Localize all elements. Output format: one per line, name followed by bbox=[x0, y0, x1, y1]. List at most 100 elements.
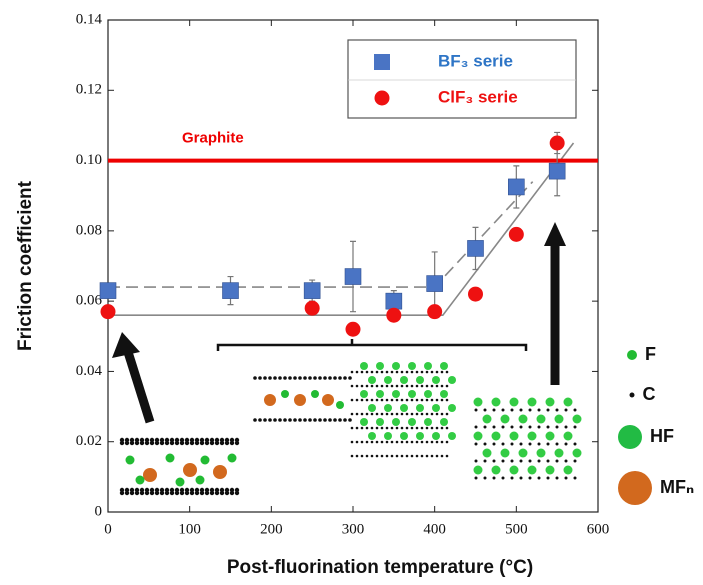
inset-atom bbox=[224, 440, 230, 446]
inset-atom bbox=[258, 418, 262, 422]
y-tick-label: 0.04 bbox=[76, 363, 103, 379]
inset-atom bbox=[445, 412, 449, 416]
inset-atom bbox=[234, 490, 240, 496]
inset-atom bbox=[445, 370, 449, 374]
inset-atom bbox=[298, 376, 302, 380]
inset-atom bbox=[350, 384, 354, 388]
inset-atom bbox=[348, 418, 352, 422]
inset-atom bbox=[400, 412, 404, 416]
inset-atom bbox=[370, 398, 374, 402]
inset-atom bbox=[537, 476, 541, 480]
inset-atom bbox=[545, 397, 555, 407]
inset-atom bbox=[139, 490, 145, 496]
inset-atom bbox=[124, 490, 130, 496]
inset-atom bbox=[129, 440, 135, 446]
inset-atom bbox=[184, 490, 190, 496]
x-tick-label: 200 bbox=[260, 521, 283, 537]
inset-atom bbox=[492, 476, 496, 480]
inset-atom bbox=[425, 370, 429, 374]
inset-atom bbox=[390, 426, 394, 430]
inset-atom bbox=[179, 490, 185, 496]
inset-atom bbox=[492, 425, 496, 429]
inset-atom bbox=[189, 440, 195, 446]
inset-atom bbox=[435, 384, 439, 388]
inset-atom bbox=[425, 412, 429, 416]
inset-atom bbox=[390, 398, 394, 402]
inset-atom bbox=[482, 448, 492, 458]
inset-atom bbox=[169, 490, 175, 496]
inset-atom bbox=[209, 490, 215, 496]
inset-atom bbox=[445, 398, 449, 402]
inset-atom bbox=[360, 412, 364, 416]
inset-atom bbox=[416, 376, 424, 384]
inset-atom bbox=[416, 404, 424, 412]
inset-atom bbox=[360, 454, 364, 458]
inset-atom bbox=[184, 440, 190, 446]
inset-atom bbox=[424, 418, 432, 426]
inset-atom bbox=[194, 440, 200, 446]
inset-atom bbox=[408, 390, 416, 398]
inset-atom bbox=[445, 426, 449, 430]
inset-atom bbox=[224, 490, 230, 496]
inset-atom bbox=[365, 398, 369, 402]
legend-box bbox=[347, 39, 577, 119]
inset-atom bbox=[435, 412, 439, 416]
inset-atom bbox=[491, 397, 501, 407]
inset-atom bbox=[199, 490, 205, 496]
x-axis-title: Post-fluorination temperature (°C) bbox=[227, 557, 533, 578]
inset-atom bbox=[546, 408, 550, 412]
y-axis-title: Friction coefficient bbox=[15, 180, 36, 351]
inset-atom bbox=[355, 440, 359, 444]
inset-atom bbox=[536, 448, 546, 458]
inset-molecule bbox=[183, 463, 197, 477]
inset-atom bbox=[355, 398, 359, 402]
inset-atom bbox=[350, 440, 354, 444]
inset-atom bbox=[375, 370, 379, 374]
inset-atom bbox=[376, 362, 384, 370]
inset-atom bbox=[573, 408, 577, 412]
x-tick-label: 400 bbox=[423, 521, 446, 537]
inset-atom bbox=[149, 440, 155, 446]
inset-atom bbox=[376, 418, 384, 426]
inset-molecule bbox=[294, 394, 306, 406]
inset-atom bbox=[555, 408, 559, 412]
inset-atom bbox=[474, 442, 478, 446]
inset-atom bbox=[338, 376, 342, 380]
inset-atom bbox=[400, 426, 404, 430]
inset-molecule bbox=[336, 401, 344, 409]
inset-atom bbox=[555, 442, 559, 446]
inset-atom bbox=[376, 390, 384, 398]
inset-atom bbox=[483, 425, 487, 429]
point bbox=[100, 304, 116, 320]
inset-atom bbox=[473, 431, 483, 441]
inset-atom bbox=[219, 440, 225, 446]
inset-atom bbox=[258, 376, 262, 380]
inset-atom bbox=[448, 376, 456, 384]
inset-atom bbox=[365, 370, 369, 374]
inset-atom bbox=[492, 408, 496, 412]
inset-atom bbox=[440, 390, 448, 398]
inset-atom bbox=[500, 414, 510, 424]
inset-atom bbox=[448, 404, 456, 412]
inset-atom bbox=[365, 384, 369, 388]
inset-atom bbox=[149, 490, 155, 496]
inset-atom bbox=[328, 418, 332, 422]
inset-atom bbox=[159, 440, 165, 446]
inset-molecule bbox=[165, 453, 175, 463]
point bbox=[468, 286, 483, 302]
inset-atom bbox=[370, 454, 374, 458]
inset-atom bbox=[564, 442, 568, 446]
inset-atom bbox=[420, 370, 424, 374]
inset-atom bbox=[410, 426, 414, 430]
inset-atom bbox=[229, 440, 235, 446]
inset-atom bbox=[474, 425, 478, 429]
inset-atom bbox=[483, 408, 487, 412]
inset-molecule bbox=[195, 475, 205, 485]
inset-atom bbox=[273, 376, 277, 380]
inset-atom bbox=[355, 426, 359, 430]
inset-atom bbox=[144, 440, 150, 446]
inset-atom bbox=[528, 425, 532, 429]
inset-atom bbox=[189, 490, 195, 496]
inset-atom bbox=[501, 408, 505, 412]
inset-molecule bbox=[213, 465, 227, 479]
